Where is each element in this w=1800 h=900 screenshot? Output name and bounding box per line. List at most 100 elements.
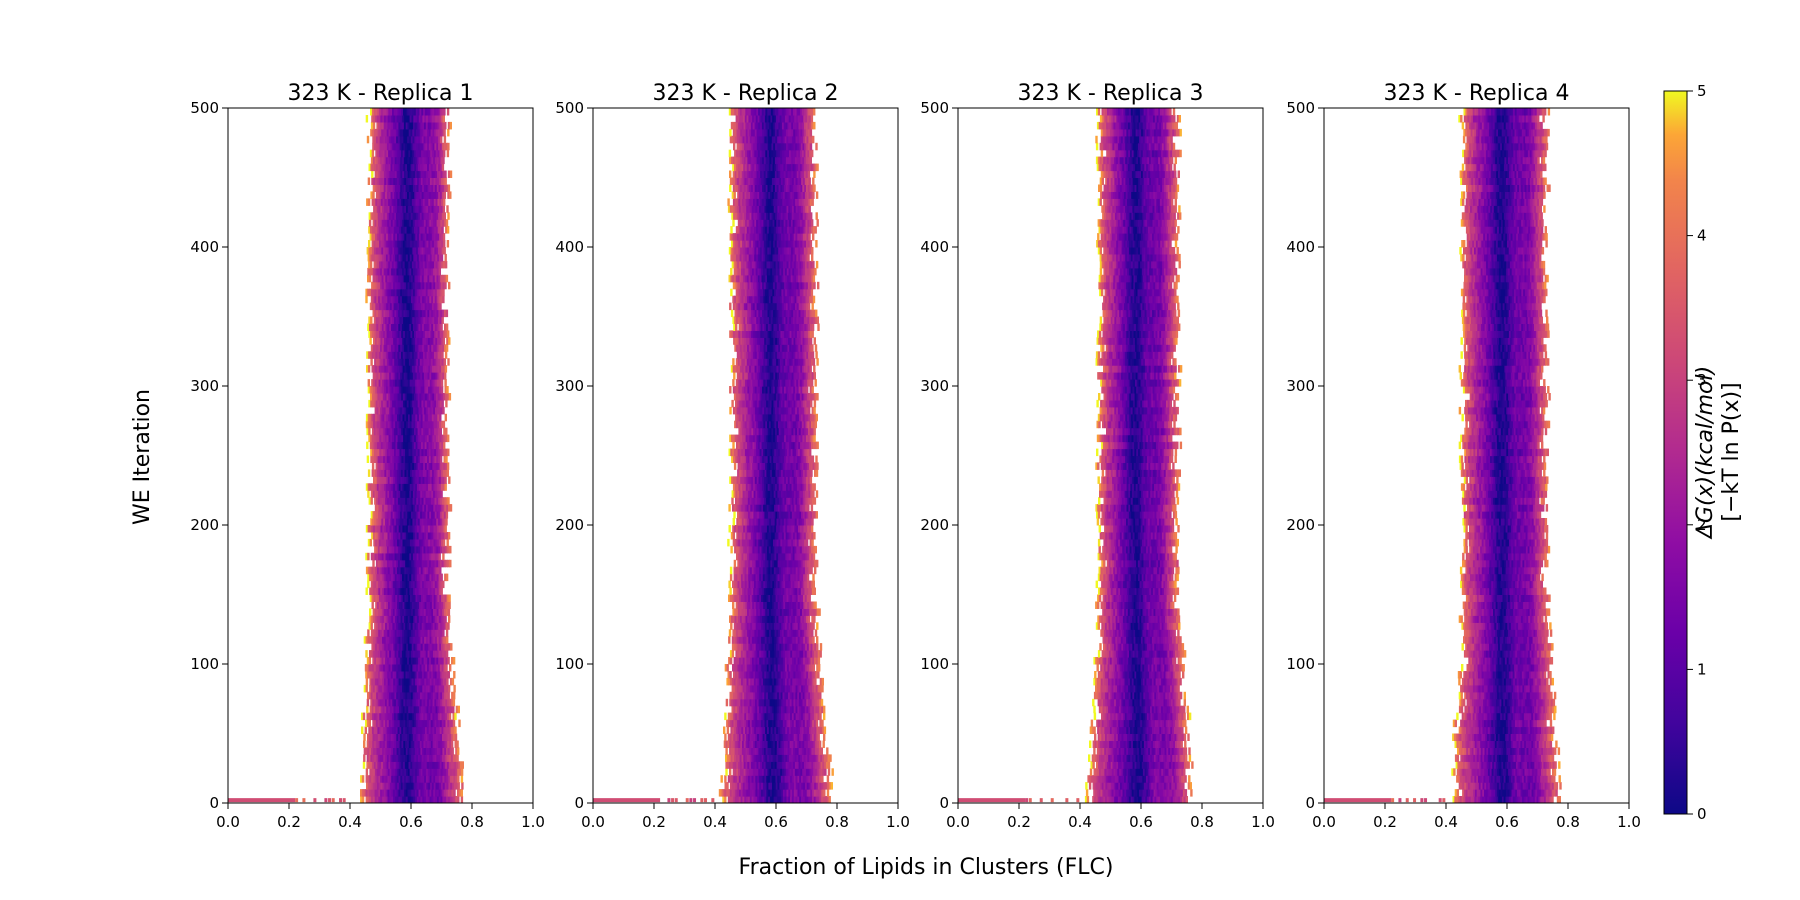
heatmap-cell xyxy=(405,406,409,415)
heatmap-cell xyxy=(404,782,407,790)
heatmap-cell xyxy=(415,351,419,359)
heatmap-cell xyxy=(799,789,802,797)
heatmap-cell xyxy=(401,330,404,338)
heatmap-cell xyxy=(416,295,419,304)
heatmap-cell xyxy=(391,490,394,498)
heatmap-cell xyxy=(396,684,399,693)
heatmap-cell xyxy=(739,726,742,734)
heatmap-cell xyxy=(385,532,389,540)
heatmap-cell xyxy=(390,448,393,457)
heatmap-cell xyxy=(366,664,369,672)
heatmap-cell xyxy=(365,636,368,644)
heatmap-cell xyxy=(441,462,444,470)
heatmap-cell xyxy=(368,664,371,672)
heatmap-cell xyxy=(393,747,396,755)
heatmap-cell xyxy=(775,782,779,790)
heatmap-cell xyxy=(431,782,435,790)
heatmap-cell xyxy=(409,413,413,422)
heatmap-cell xyxy=(431,504,434,512)
heatmap-cell xyxy=(431,538,435,547)
heatmap-cell xyxy=(418,184,421,192)
heatmap-cell xyxy=(370,121,374,130)
heatmap-cell xyxy=(801,754,805,762)
heatmap-cell xyxy=(444,615,447,623)
heatmap-cell xyxy=(409,386,413,394)
heatmap-cell xyxy=(391,149,395,158)
heatmap-cell xyxy=(454,726,457,734)
heatmap-cell xyxy=(751,768,754,776)
heatmap-cell xyxy=(393,636,396,644)
heatmap-cell xyxy=(428,427,431,436)
heatmap-cell xyxy=(433,420,436,429)
heatmap-cell xyxy=(369,267,372,276)
heatmap-cell xyxy=(412,448,415,457)
heatmap-cell xyxy=(388,594,391,602)
heatmap-cell xyxy=(384,677,387,686)
heatmap-cell xyxy=(420,629,423,637)
heatmap-cell xyxy=(424,121,427,130)
heatmap-cell xyxy=(383,559,386,568)
heatmap-cell xyxy=(378,643,382,651)
heatmap-cell xyxy=(426,796,429,804)
heatmap-cell xyxy=(414,406,418,415)
heatmap-cell xyxy=(795,775,798,783)
heatmap-cell xyxy=(416,657,419,665)
heatmap-cell xyxy=(379,330,382,338)
heatmap-cell xyxy=(371,441,374,450)
heatmap-cell xyxy=(763,747,767,755)
heatmap-cell xyxy=(409,733,412,741)
heatmap-cell xyxy=(728,789,731,797)
heatmap-cell xyxy=(420,483,424,491)
heatmap-cell xyxy=(449,191,452,199)
heatmap-cell xyxy=(378,789,381,797)
heatmap-cell xyxy=(434,462,437,470)
heatmap-cell xyxy=(420,789,423,797)
heatmap-cell xyxy=(442,420,446,429)
heatmap-cell xyxy=(376,288,379,297)
heatmap-cell xyxy=(425,664,428,672)
heatmap-cell xyxy=(411,671,414,679)
heatmap-cell xyxy=(414,455,417,463)
heatmap-cell xyxy=(419,413,422,422)
heatmap-cell xyxy=(428,226,431,234)
heatmap-cell xyxy=(751,740,754,748)
heatmap-cell xyxy=(444,253,447,262)
heatmap-cell xyxy=(428,434,432,443)
heatmap-cell xyxy=(438,657,441,665)
heatmap-cell xyxy=(389,441,393,450)
heatmap-cell xyxy=(378,281,381,290)
heatmap-cell xyxy=(392,511,395,519)
heatmap-cell xyxy=(414,448,417,457)
heatmap-cell xyxy=(383,754,386,762)
heatmap-cell xyxy=(435,594,438,602)
heatmap-cell xyxy=(386,149,389,158)
heatmap-cell xyxy=(384,538,387,547)
heatmap-cell xyxy=(423,552,427,561)
heatmap-cell xyxy=(737,775,740,783)
heatmap-cell xyxy=(363,747,367,755)
heatmap-cell xyxy=(429,497,432,505)
heatmap-cell xyxy=(393,198,396,206)
heatmap-cell xyxy=(375,386,378,394)
heatmap-cell xyxy=(427,156,431,165)
heatmap-cell xyxy=(394,518,397,526)
heatmap-cell xyxy=(394,587,398,595)
heatmap-cell xyxy=(432,441,435,450)
heatmap-cell xyxy=(793,747,796,755)
heatmap-cell xyxy=(421,358,425,366)
heatmap-cell xyxy=(433,441,437,450)
heatmap-cell xyxy=(439,594,442,602)
heatmap-cell xyxy=(452,712,455,721)
heatmap-cell xyxy=(402,476,405,484)
heatmap-cell xyxy=(440,372,443,380)
heatmap-cell xyxy=(373,726,377,734)
heatmap-cell xyxy=(445,622,448,630)
heatmap-cell xyxy=(431,608,434,616)
heatmap-cell xyxy=(377,601,380,609)
heatmap-cell xyxy=(433,594,437,602)
heatmap-cell xyxy=(757,775,760,783)
heatmap-cell xyxy=(383,323,386,331)
heatmap-cell xyxy=(419,740,423,748)
heatmap-cell xyxy=(368,212,371,220)
heatmap-cell xyxy=(419,198,422,206)
